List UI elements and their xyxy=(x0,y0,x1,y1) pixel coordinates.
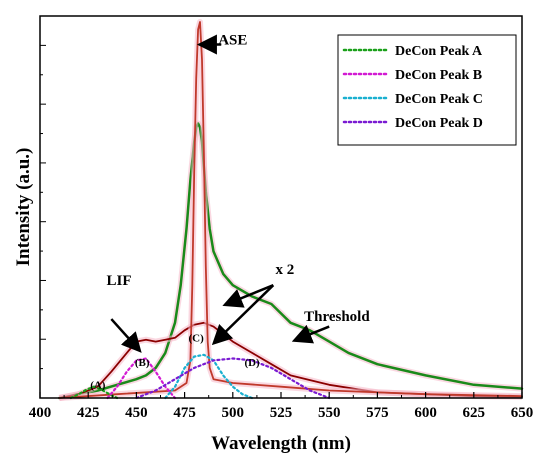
legend-label: DeCon Peak D xyxy=(395,116,483,131)
axis-ticks: 400 425 450 475 500 525 550 575 600 625 650 xyxy=(29,44,534,421)
x-tick-label-1: 425 xyxy=(77,405,100,421)
x-tick-label-2: 450 xyxy=(125,405,148,421)
series-glow-0 xyxy=(58,120,523,401)
peak-label: (B) xyxy=(135,357,150,369)
x-tick-label-9: 625 xyxy=(463,405,486,421)
legend-label: DeCon Peak B xyxy=(395,68,482,83)
annotations: ASE LIF x 2 Threshold (A) (B) (C) (D) xyxy=(90,33,370,392)
x-tick-label-8: 600 xyxy=(414,405,437,421)
series-line-5 xyxy=(164,353,254,400)
y-axis-title: Intensity (a.u.) xyxy=(13,148,34,267)
annotation-arrow xyxy=(222,284,274,308)
peak-label: (D) xyxy=(244,357,260,369)
series-line-6 xyxy=(135,357,331,400)
annotation-label: LIF xyxy=(107,273,132,289)
x-tick-label-0: 400 xyxy=(29,405,52,421)
annotation-arrow xyxy=(110,318,142,353)
annotation-arrow xyxy=(211,284,275,346)
series-line-4 xyxy=(106,357,177,400)
x-tick-label-6: 550 xyxy=(318,405,341,421)
x-tick-label-10: 650 xyxy=(511,405,534,421)
x-tick-label-7: 575 xyxy=(366,405,389,421)
series-line-1 xyxy=(58,321,523,399)
series-line-2 xyxy=(58,21,523,399)
annotation-arrow xyxy=(291,324,330,344)
annotation-label: ASE xyxy=(218,33,247,49)
annotation-label: Threshold xyxy=(304,309,370,325)
x-tick-label-5: 525 xyxy=(270,405,293,421)
annotation-label: x 2 xyxy=(275,262,294,278)
x-axis-title: Wavelength (nm) xyxy=(211,433,351,454)
legend: DeCon Peak A DeCon Peak B DeCon Peak C DeCo… xyxy=(337,34,517,146)
x-tick-label-4: 500 xyxy=(222,405,245,421)
series-line-3 xyxy=(69,385,119,400)
peak-label: (A) xyxy=(90,380,106,392)
legend-label: DeCon Peak C xyxy=(395,92,483,107)
peak-label: (C) xyxy=(189,333,205,345)
series-layer xyxy=(58,19,524,401)
legend-box xyxy=(337,34,517,146)
legend-label: DeCon Peak A xyxy=(395,44,483,59)
series-line-0 xyxy=(58,122,524,400)
x-tick-label-3: 475 xyxy=(173,405,196,421)
